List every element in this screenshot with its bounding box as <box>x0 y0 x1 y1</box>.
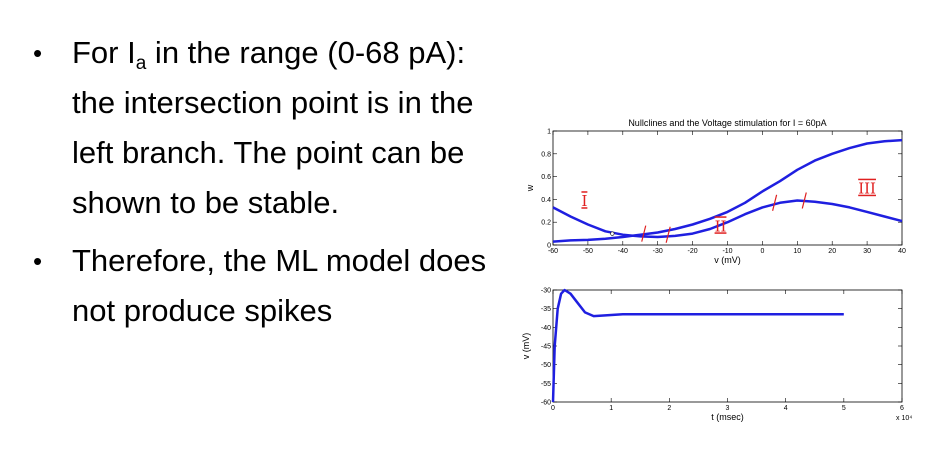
red-annotation-tick <box>665 226 671 243</box>
x-tick-label: -50 <box>583 248 593 255</box>
bullet-dot: • <box>33 246 43 276</box>
red-annotation-tick <box>772 194 778 211</box>
x-tick-label: 6 <box>900 405 904 412</box>
bullet-1-subscript: a <box>135 53 147 74</box>
bullet-dot: • <box>33 38 43 68</box>
x-tick-label: 2 <box>667 405 671 412</box>
red-annotation-tick <box>641 225 647 242</box>
y-tick-label: 0.8 <box>541 151 551 158</box>
bullet-1-text-end: in the range (0-68 pA): the intersection… <box>72 35 474 220</box>
bullet-item-1: • For Ia in the range (0-68 pA): the int… <box>30 28 500 228</box>
y-tick-label: 0.2 <box>541 220 551 227</box>
annotation-roman-1: I <box>581 192 587 210</box>
x-axis-label: t (msec) <box>711 412 744 422</box>
y-axis-label: v (mV) <box>521 333 531 360</box>
y-axis-label: w <box>525 184 535 192</box>
nullcline-chart: -60 -50 -40 -30 -20 -10 0 10 20 30 40 0 0.2 0.4 0.6 0.8… <box>525 118 906 265</box>
y-tick-label: -35 <box>541 306 551 313</box>
x-tick-label: 5 <box>842 405 846 412</box>
y-tick-label: -50 <box>541 362 551 369</box>
red-annotation-tick <box>801 192 807 209</box>
x-tick-label: 10 <box>793 248 801 255</box>
bullet-1-text-start: For I <box>72 35 136 70</box>
x-tick-label: 1 <box>609 405 613 412</box>
y-tick-label: 0.6 <box>541 174 551 181</box>
y-tick-label: -45 <box>541 344 551 351</box>
y-tick-label: 0 <box>547 243 551 250</box>
bullet-2-text: Therefore, the ML model does not produce… <box>72 243 487 328</box>
series-line-1 <box>552 138 903 243</box>
x-tick-label: -60 <box>548 248 558 255</box>
x-tick-label: 3 <box>726 405 730 412</box>
x-axis-label: v (mV) <box>714 255 741 265</box>
x-tick-label: 0 <box>551 405 555 412</box>
bullet-list: • For Ia in the range (0-68 pA): the int… <box>30 28 500 336</box>
x-tick-label: -10 <box>722 248 732 255</box>
x-tick-label: 0 <box>760 248 764 255</box>
x-tick-label: 4 <box>784 405 788 412</box>
annotation-roman-2: II <box>715 217 727 235</box>
fixed-point-marker <box>610 231 615 236</box>
voltage-trace-chart: 0 1 2 3 4 5 6 -60 -55 -50 -45 -40 -35 -30 t (msec) v (m… <box>521 288 912 423</box>
x-tick-label: -20 <box>688 248 698 255</box>
y-tick-label: -30 <box>541 288 551 295</box>
y-tick-label: 1 <box>547 129 551 136</box>
x-axis-multiplier: x 10⁴ <box>896 415 912 422</box>
y-tick-label: -60 <box>541 400 551 407</box>
x-tick-label: 20 <box>828 248 836 255</box>
annotation-roman-3: III <box>858 180 876 198</box>
y-tick-label: 0.4 <box>541 197 551 204</box>
series-line-1 <box>551 288 844 403</box>
y-tick-label: -40 <box>541 325 551 332</box>
plot-frame <box>552 289 903 403</box>
y-tick-label: -55 <box>541 381 551 388</box>
x-tick-label: -40 <box>618 248 628 255</box>
x-tick-label: -30 <box>653 248 663 255</box>
x-tick-label: 30 <box>863 248 871 255</box>
chart-title: Nullclines and the Voltage stimulation f… <box>628 118 826 128</box>
bullet-item-2: • Therefore, the ML model does not produ… <box>30 236 500 336</box>
x-tick-label: 40 <box>898 248 906 255</box>
